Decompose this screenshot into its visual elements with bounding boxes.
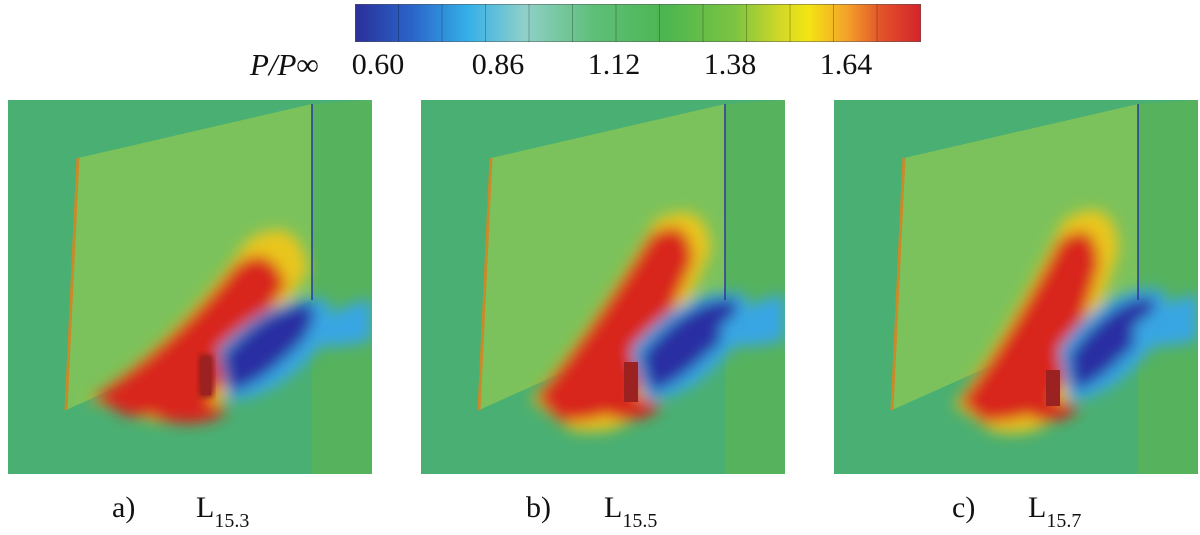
panel-label-a: a) <box>112 491 136 524</box>
panel-label-b: b) <box>526 491 551 524</box>
colorbar-tick-label: 1.38 <box>703 48 757 81</box>
colorbar-variable-label: P/P∞ <box>250 47 319 82</box>
case-label-main: L <box>1028 491 1047 524</box>
case-label-a: L15.3 <box>196 490 250 532</box>
colorbar-tick-label: 0.60 <box>351 48 405 81</box>
case-label-c: L15.7 <box>1028 490 1082 532</box>
case-label-subscript: 15.3 <box>214 510 250 532</box>
pressure-contour-panel-c <box>834 100 1198 474</box>
panel-label-c: c) <box>952 491 976 524</box>
pressure-contour-panel-b <box>421 100 785 474</box>
case-label-subscript: 15.5 <box>622 510 658 532</box>
pressure-colorbar <box>355 4 921 42</box>
case-label-main: L <box>604 491 623 524</box>
pressure-contour-panel-a <box>8 100 372 474</box>
case-label-subscript: 15.7 <box>1046 510 1082 532</box>
colorbar-tick-label: 0.86 <box>471 48 525 81</box>
case-label-main: L <box>196 491 215 524</box>
colorbar-tick-label: 1.64 <box>819 48 873 81</box>
case-label-b: L15.5 <box>604 490 658 532</box>
colorbar-tick-label: 1.12 <box>587 48 641 81</box>
